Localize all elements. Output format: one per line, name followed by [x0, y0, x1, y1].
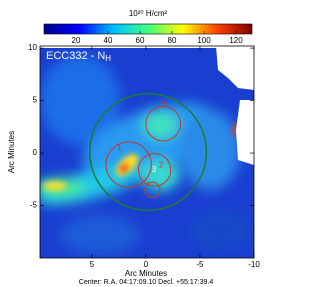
- region-circle: [145, 105, 182, 142]
- colorbar-tick-label: 120: [229, 36, 243, 45]
- map-image: [40, 46, 254, 258]
- region-circle: [137, 153, 172, 187]
- y-tick-label: 10: [28, 43, 37, 52]
- y-axis-label: Arc Minutes: [7, 131, 16, 173]
- region-circle: [88, 92, 208, 212]
- x-tick-label: -5: [196, 260, 204, 269]
- region-label: 4: [161, 98, 166, 107]
- colorbar-tick-label: 20: [72, 36, 81, 45]
- footer: Center: R.A. 04:17:09.10 Decl. +55:17:39…: [79, 279, 214, 286]
- region-label: 2: [159, 160, 164, 169]
- colorbar: [43, 23, 253, 35]
- y-tick-label: 0: [33, 148, 38, 157]
- chart-title: ECC332 - NH: [46, 50, 111, 63]
- x-tick-label: 0: [144, 260, 149, 269]
- colorbar-label: 10²⁰ H/cm²: [129, 9, 168, 18]
- colorbar-tick-label: 100: [197, 36, 211, 45]
- region-label: 3: [152, 165, 157, 174]
- x-axis-label: Arc Minutes: [125, 269, 167, 278]
- colorbar-tick-label: 80: [168, 36, 177, 45]
- y-tick-label: -5: [30, 201, 38, 210]
- y-tick-label: 5: [33, 96, 38, 105]
- plot-frame: [39, 45, 255, 259]
- x-tick-label: -10: [248, 260, 260, 269]
- title-subscript: H: [105, 54, 111, 63]
- title-main: ECC332 - N: [46, 50, 105, 62]
- region-circle: [105, 141, 152, 188]
- region-label: 1: [117, 143, 122, 152]
- colorbar-tick-label: 60: [136, 36, 145, 45]
- colorbar-tick-label: 40: [104, 36, 113, 45]
- x-tick-label: 5: [90, 260, 95, 269]
- region-circle: [144, 181, 161, 198]
